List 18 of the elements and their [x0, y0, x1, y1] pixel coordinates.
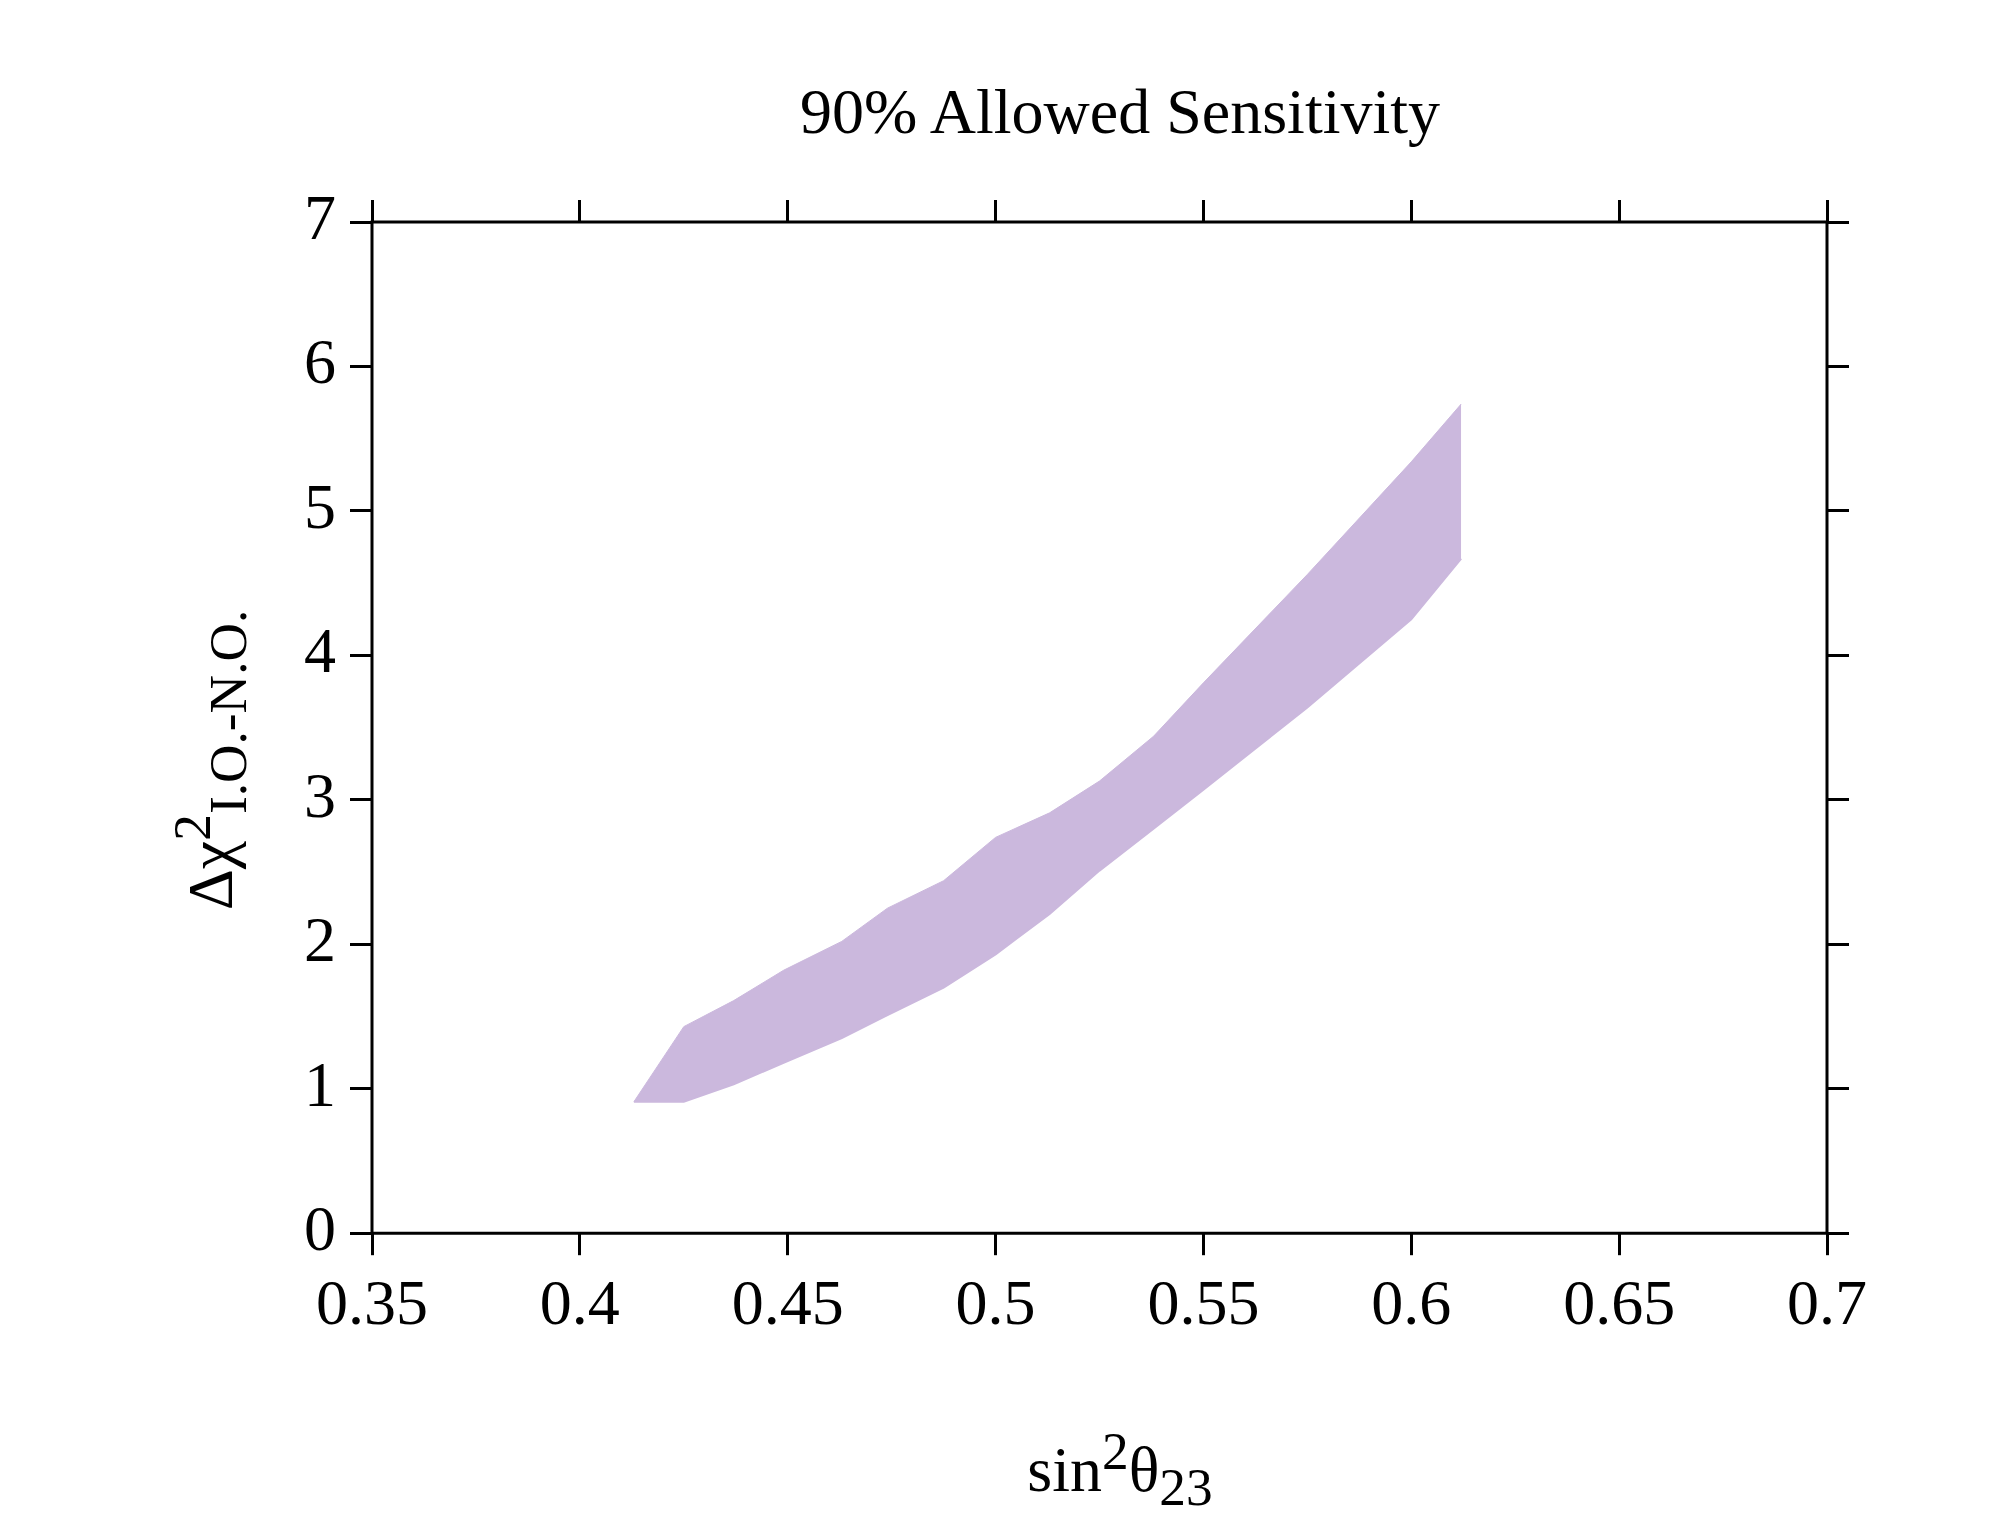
x-tick-label: 0.35: [316, 1267, 428, 1339]
x-tick-label: 0.65: [1563, 1267, 1676, 1339]
x-tick-label: 0.5: [955, 1267, 1036, 1339]
x-tick-label: 0.55: [1147, 1267, 1260, 1339]
y-tick-label: 7: [304, 181, 336, 253]
y-tick-label: 1: [304, 1048, 336, 1120]
x-axis-title: sin$^{2}$θ$_{23}$: [1026, 1420, 1214, 1519]
chart-title: 90% Allowed Sensitivity: [799, 75, 1441, 149]
x-tick-label: 0.4: [539, 1267, 620, 1339]
y-tick-label: 2: [304, 904, 336, 976]
y-tick-label: 3: [304, 759, 336, 831]
x-tick-label: 0.7: [1787, 1267, 1867, 1339]
y-tick-label: 5: [304, 470, 336, 542]
x-tick-label: 0.45: [731, 1267, 844, 1339]
y-tick-label: 0: [304, 1193, 336, 1265]
x-tick-label: 0.6: [1371, 1267, 1452, 1339]
y-tick-label: 6: [304, 326, 336, 398]
y-tick-label: 4: [304, 615, 336, 687]
